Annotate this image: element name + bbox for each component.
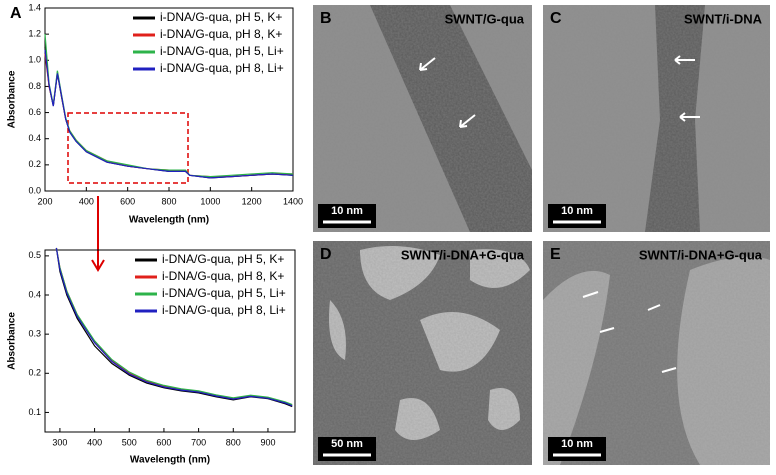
legend-label: i-DNA/G-qua, pH 8, Li+	[160, 61, 284, 75]
zoom-box	[67, 112, 189, 184]
panel-label: A	[10, 5, 22, 22]
scale-bar-label: 10 nm	[561, 205, 593, 217]
x-tick-label: 600	[120, 196, 135, 206]
x-tick-label: 800	[226, 437, 241, 447]
series-line	[55, 247, 293, 406]
tem-image	[543, 241, 770, 465]
scale-bar-box	[548, 204, 606, 228]
y-tick-label: 0.0	[28, 185, 41, 195]
y-axis-label: Absorbance	[7, 312, 18, 370]
scale-bar-label: 50 nm	[331, 438, 363, 450]
panel-label: D	[320, 246, 332, 263]
tem-images	[67, 5, 770, 465]
x-tick-label: 700	[191, 437, 206, 447]
x-tick-label: 600	[156, 437, 171, 447]
panel-caption: SWNT/i-DNA+G-qua	[401, 247, 525, 262]
x-tick-label: 500	[122, 437, 137, 447]
tem-image	[313, 241, 532, 465]
legend-label: i-DNA/G-qua, pH 8, K+	[160, 27, 282, 41]
zoom-arrow	[91, 196, 105, 272]
scale-bar-label: 10 nm	[561, 438, 593, 450]
scale-bar-label: 10 nm	[331, 205, 363, 217]
x-tick-label: 900	[260, 437, 275, 447]
x-tick-label: 300	[52, 437, 67, 447]
y-tick-label: 1.0	[28, 55, 41, 65]
series-line	[44, 49, 294, 179]
scale-bar-box	[318, 204, 376, 228]
plot-frame	[44, 249, 296, 433]
y-tick-label: 0.4	[28, 289, 41, 299]
y-tick-label: 0.4	[28, 133, 41, 143]
y-tick-label: 0.2	[28, 159, 41, 169]
y-tick-label: 0.1	[28, 407, 41, 417]
legend-label: i-DNA/G-qua, pH 5, Li+	[162, 286, 286, 300]
legend-label: i-DNA/G-qua, pH 8, Li+	[162, 303, 286, 317]
x-axis-label: Wavelength (nm)	[130, 455, 210, 466]
panel-caption: SWNT/i-DNA	[684, 11, 763, 26]
x-tick-label: 800	[161, 196, 176, 206]
tem-image	[313, 5, 532, 232]
y-axis-label: Absorbance	[7, 70, 18, 128]
y-tick-label: 0.8	[28, 81, 41, 91]
y-tick-label: 0.3	[28, 329, 41, 339]
arrows	[419, 55, 700, 373]
legend-label: i-DNA/G-qua, pH 8, K+	[162, 269, 284, 283]
x-tick-label: 200	[37, 196, 52, 206]
y-tick-label: 0.2	[28, 368, 41, 378]
y-tick-label: 1.4	[28, 2, 41, 12]
x-tick-label: 1400	[283, 196, 303, 206]
panel-label: B	[320, 10, 332, 27]
series-line	[55, 247, 293, 407]
x-axis-label: Wavelength (nm)	[129, 215, 209, 226]
y-tick-label: 1.2	[28, 29, 41, 39]
scale-bar-box	[548, 437, 606, 461]
scale-bar-box	[318, 437, 376, 461]
legend-label: i-DNA/G-qua, pH 5, K+	[162, 252, 284, 266]
x-tick-label: 1000	[200, 196, 220, 206]
y-tick-label: 0.6	[28, 107, 41, 117]
x-tick-label: 1200	[242, 196, 262, 206]
legend-label: i-DNA/G-qua, pH 5, Li+	[160, 44, 284, 58]
panel-caption: SWNT/G-qua	[445, 11, 525, 26]
panel-caption: SWNT/i-DNA+G-qua	[639, 247, 763, 262]
panel-label: E	[550, 246, 561, 263]
x-tick-label: 400	[79, 196, 94, 206]
y-tick-label: 0.5	[28, 250, 41, 260]
panel-label: C	[550, 10, 562, 27]
legend-label: i-DNA/G-qua, pH 5, K+	[160, 10, 282, 24]
x-tick-label: 400	[87, 437, 102, 447]
tem-image	[543, 5, 770, 232]
